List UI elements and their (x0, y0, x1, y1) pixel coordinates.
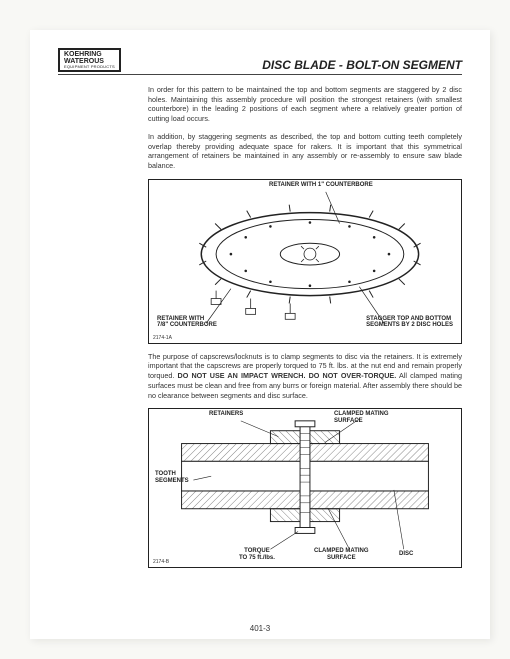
label-torque-1: TORQUE (244, 548, 270, 554)
page-number: 401-3 (30, 624, 490, 633)
clamp-illustration (149, 409, 461, 567)
logo-line1: KOEHRING (64, 51, 115, 58)
label-tooth-2: SEGMENTS (155, 478, 189, 484)
figure-clamp-section: RETAINERS CLAMPED MATING SURFACE TOOTH S… (148, 408, 462, 568)
label-retainer-78-l2: 7/8" COUNTERBORE (157, 322, 217, 328)
label-retainer-1in: RETAINER WITH 1" COUNTERBORE (269, 182, 373, 189)
label-cms-bot-1: CLAMPED MATING (314, 548, 369, 554)
page: KOEHRING WATEROUS EQUIPMENT PRODUCTS DIS… (30, 30, 490, 639)
label-stagger-l1: STAGGER TOP AND BOTTOM (366, 316, 451, 322)
p3-part-b: DO NOT USE AN IMPACT WRENCH. DO NOT OVER… (178, 371, 397, 380)
paragraph-3: The purpose of capscrews/locknuts is to … (148, 352, 462, 401)
label-disc: DISC (399, 551, 413, 558)
label-torque-2: TO 75 ft./lbs. (239, 555, 275, 561)
label-retainer-78-l1: RETAINER WITH (157, 316, 204, 322)
page-header: KOEHRING WATEROUS EQUIPMENT PRODUCTS DIS… (58, 48, 462, 75)
page-title: DISC BLADE - BOLT-ON SEGMENT (262, 58, 462, 72)
paragraph-2: In addition, by staggering segments as d… (148, 132, 462, 171)
figure-disc-assembly: RETAINER WITH 1" COUNTERBORE RETAINER WI… (148, 179, 462, 344)
figure2-id: 2174-B (153, 559, 169, 565)
label-cms-top-1: CLAMPED MATING (334, 411, 389, 417)
label-cms-top-2: SURFACE (334, 418, 363, 424)
label-tooth-1: TOOTH (155, 471, 176, 477)
logo-sub: EQUIPMENT PRODUCTS (64, 65, 115, 69)
brand-logo: KOEHRING WATEROUS EQUIPMENT PRODUCTS (58, 48, 121, 72)
label-retainers: RETAINERS (209, 411, 243, 418)
label-stagger-l2: SEGMENTS BY 2 DISC HOLES (366, 322, 453, 328)
figure1-id: 2174-1A (153, 335, 172, 341)
paragraph-1: In order for this pattern to be maintain… (148, 85, 462, 124)
label-cms-bot-2: SURFACE (327, 555, 356, 561)
